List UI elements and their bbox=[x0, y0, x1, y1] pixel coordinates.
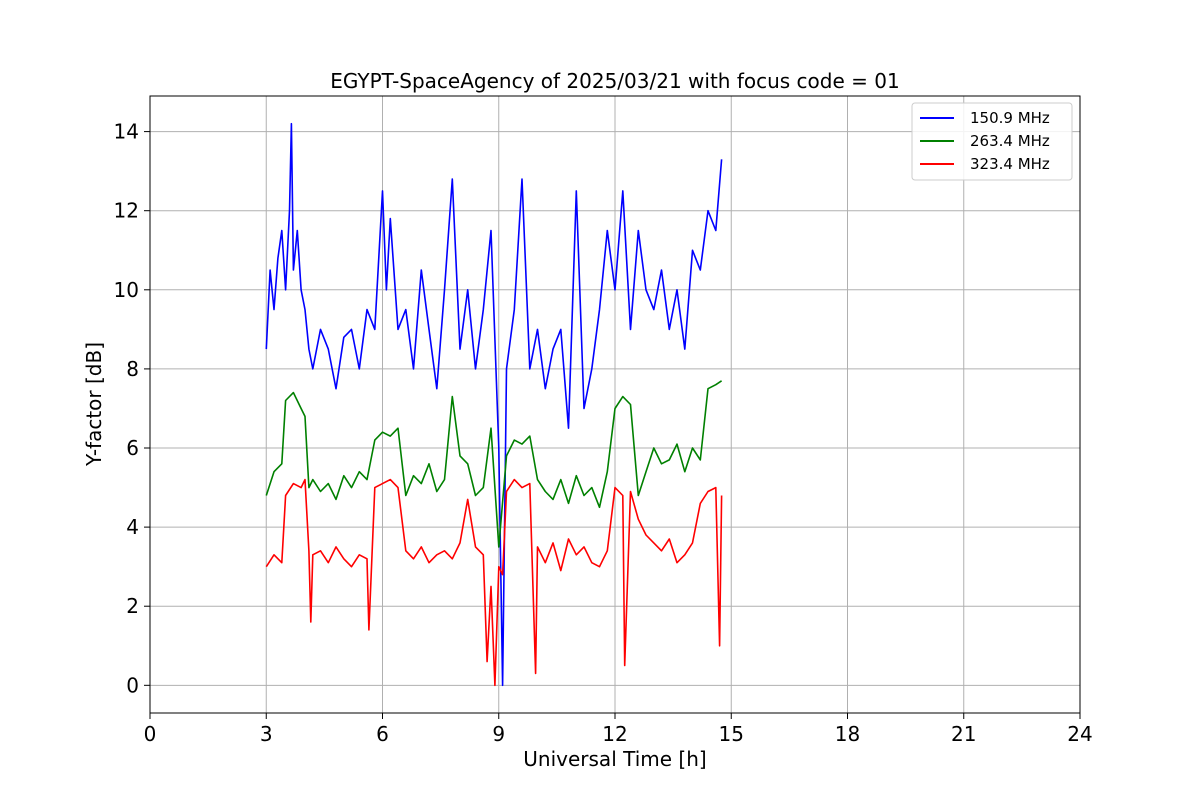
series-line-2 bbox=[265, 478, 723, 687]
x-axis-ticks: 0 3 6 9 12 15 18 21 24 bbox=[144, 713, 1093, 746]
y-axis-label: Y-factor [dB] bbox=[82, 342, 106, 467]
legend: 150.9 MHz 263.4 MHz 323.4 MHz bbox=[911, 102, 1073, 181]
x-tick-label: 12 bbox=[602, 722, 627, 746]
x-tick-label: 18 bbox=[835, 722, 860, 746]
y-tick-label: 0 bbox=[126, 673, 139, 697]
y-tick-label: 4 bbox=[126, 515, 139, 539]
x-tick-label: 24 bbox=[1067, 722, 1092, 746]
legend-label-0: 150.9 MHz bbox=[970, 109, 1050, 127]
x-tick-label: 3 bbox=[260, 722, 273, 746]
x-axis-label: Universal Time [h] bbox=[523, 747, 706, 771]
series-line-1 bbox=[265, 380, 723, 548]
y-tick-label: 10 bbox=[114, 278, 139, 302]
series-layer bbox=[265, 122, 723, 687]
y-tick-label: 12 bbox=[114, 199, 139, 223]
legend-label-1: 263.4 MHz bbox=[970, 132, 1050, 150]
x-tick-label: 21 bbox=[951, 722, 976, 746]
x-tick-label: 15 bbox=[719, 722, 744, 746]
y-axis-ticks: 0 2 4 6 8 10 12 14 bbox=[114, 120, 150, 697]
x-tick-label: 6 bbox=[376, 722, 389, 746]
x-tick-label: 9 bbox=[492, 722, 505, 746]
y-tick-label: 14 bbox=[114, 120, 139, 144]
y-tick-label: 8 bbox=[126, 357, 139, 381]
x-tick-label: 0 bbox=[144, 722, 157, 746]
legend-box bbox=[911, 102, 1073, 181]
y-tick-label: 2 bbox=[126, 594, 139, 618]
legend-label-2: 323.4 MHz bbox=[970, 155, 1050, 173]
y-tick-label: 6 bbox=[126, 436, 139, 460]
chart-title: EGYPT-SpaceAgency of 2025/03/21 with foc… bbox=[330, 69, 899, 93]
series-line-0 bbox=[265, 122, 723, 687]
